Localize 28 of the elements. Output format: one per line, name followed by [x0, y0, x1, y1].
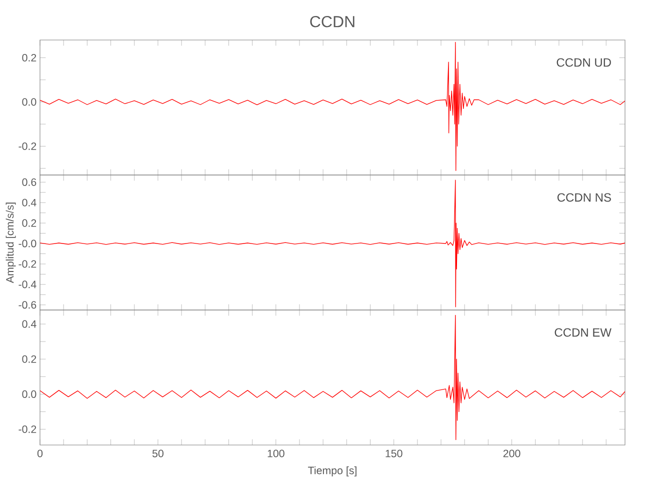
x-tick-label: 200 [503, 450, 520, 458]
y-tick-label: -0.6 [18, 301, 36, 309]
annotation: CCDN NS [557, 193, 611, 202]
x-tick-label: 0 [37, 450, 43, 458]
y-tick-label: -0.2 [18, 260, 36, 268]
y-tick-label: 0.2 [22, 355, 36, 363]
y-tick-label: 0.4 [22, 198, 36, 206]
x-tick-label: 150 [386, 450, 402, 458]
y-tick-label: -0.2 [18, 425, 36, 433]
y-axis-title: Amplitud [cm/s/s] [6, 202, 16, 284]
annotation: CCDN UD [556, 58, 611, 67]
y-tick-label: -0.0 [18, 240, 36, 248]
line-series [40, 42, 626, 171]
y-tick-label: 0.0 [22, 98, 36, 106]
x-tick-label: 50 [152, 450, 164, 458]
line-series [40, 180, 626, 308]
annotation: CCDN EW [554, 328, 612, 337]
x-tick-label: 100 [268, 450, 284, 458]
y-tick-label: 0.2 [22, 54, 36, 62]
y-tick-label: -0.2 [18, 142, 36, 150]
x-axis-title: Tiempo [s] [308, 466, 356, 476]
y-tick-label: 0.6 [22, 178, 36, 186]
chart-title: CCDN [310, 16, 354, 28]
y-tick-label: 0.0 [22, 390, 36, 398]
y-tick-label: 0.4 [22, 320, 36, 328]
y-tick-label: 0.2 [22, 219, 36, 227]
line-series [40, 314, 626, 440]
y-tick-label: -0.4 [18, 280, 36, 288]
